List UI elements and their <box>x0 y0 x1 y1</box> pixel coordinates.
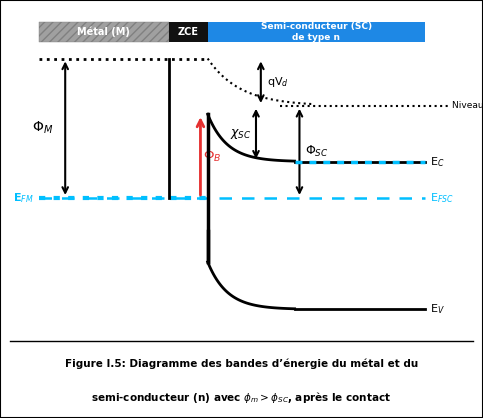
Text: qV$_d$: qV$_d$ <box>267 75 288 89</box>
Text: Niveau du vide (NV): Niveau du vide (NV) <box>452 102 483 110</box>
Text: ZCE: ZCE <box>178 27 199 37</box>
Text: E$_C$: E$_C$ <box>430 155 444 168</box>
Text: E$_{FM}$: E$_{FM}$ <box>13 191 34 205</box>
Text: $\Phi_{SC}$: $\Phi_{SC}$ <box>305 144 329 159</box>
Text: Figure I.5: Diagramme des bandes d’énergie du métal et du: Figure I.5: Diagramme des bandes d’énerg… <box>65 358 418 369</box>
Bar <box>39 22 169 42</box>
Bar <box>208 22 425 42</box>
Text: $\Phi_B$: $\Phi_B$ <box>203 148 221 163</box>
Text: $\chi_{SC}$: $\chi_{SC}$ <box>229 127 251 141</box>
Text: E$_V$: E$_V$ <box>430 302 445 316</box>
Bar <box>169 22 208 42</box>
Text: $\Phi_M$: $\Phi_M$ <box>32 120 53 136</box>
Text: Métal (M): Métal (M) <box>77 27 130 37</box>
Text: semi-conducteur (n) avec $\phi_m > \phi_{SC}$, après le contact: semi-conducteur (n) avec $\phi_m > \phi_… <box>91 390 392 405</box>
Text: Semi-conducteur (SC)
de type n: Semi-conducteur (SC) de type n <box>261 22 372 42</box>
Text: E$_{FSC}$: E$_{FSC}$ <box>430 191 454 205</box>
Bar <box>39 22 169 42</box>
